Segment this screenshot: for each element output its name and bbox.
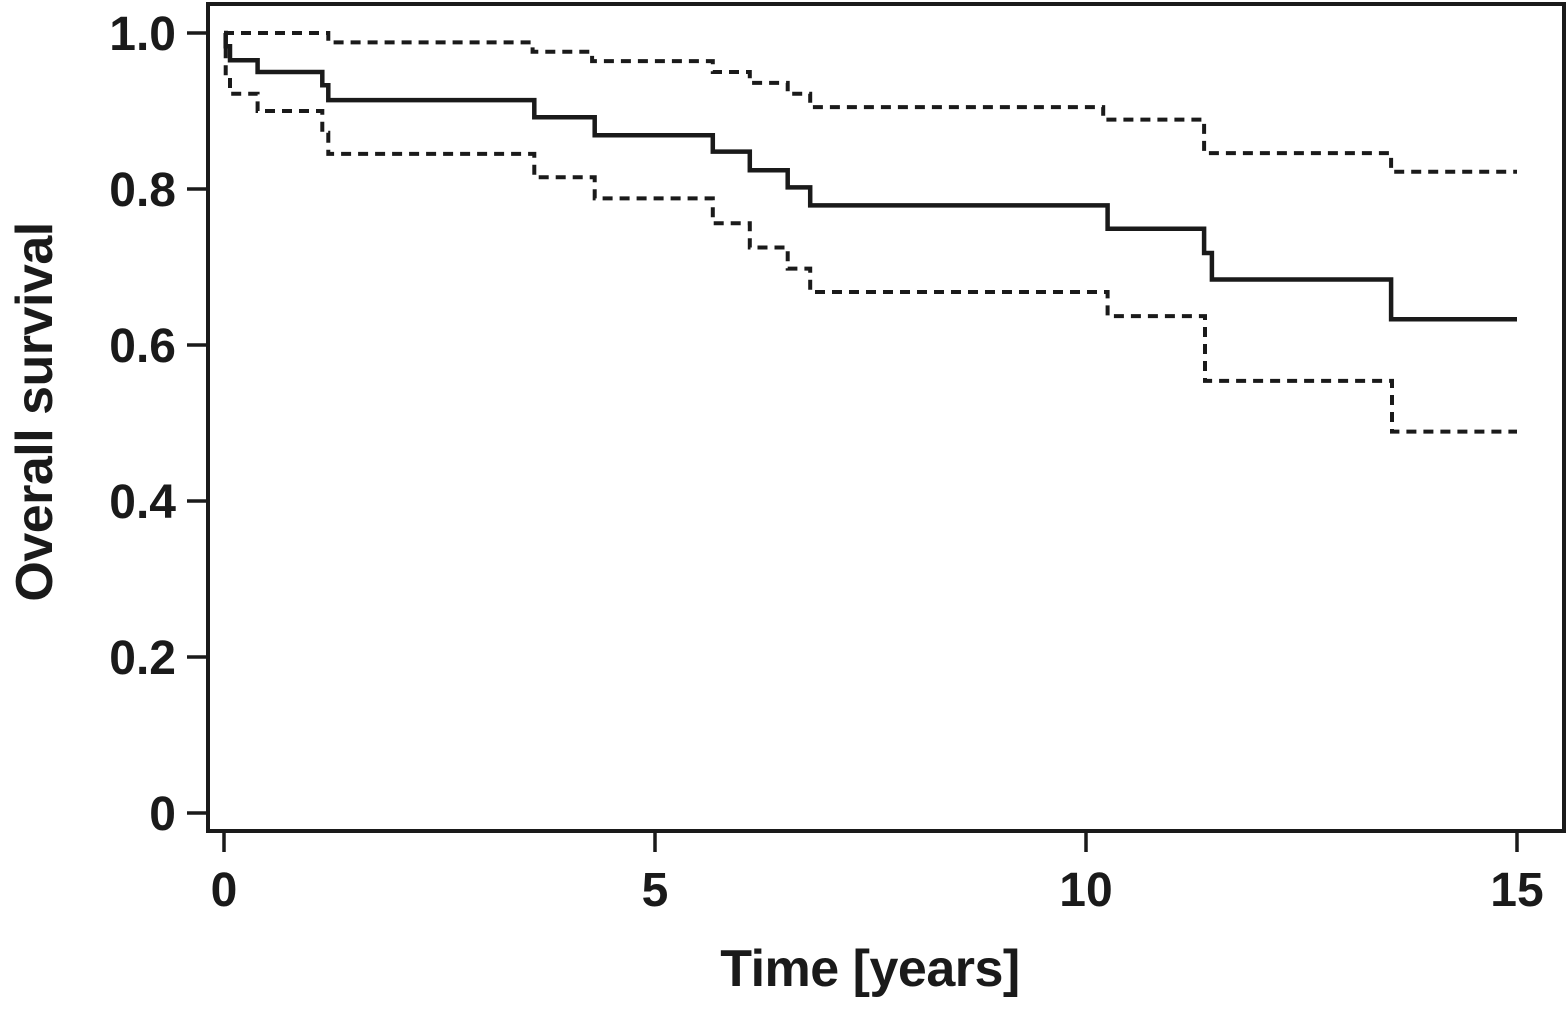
confidence-band-upper-curve [224, 31, 1517, 174]
y-axis-title: Overall survival [6, 222, 64, 601]
y-tick-label: 0 [149, 788, 176, 841]
x-tick-label: 10 [1059, 864, 1112, 917]
x-axis-title: Time [years] [720, 940, 1019, 998]
x-tick-label: 5 [642, 864, 669, 917]
y-tick-label: 0.4 [109, 476, 176, 529]
y-tick-label: 0.6 [109, 320, 176, 373]
y-tick-label: 0.8 [109, 164, 176, 217]
x-tick-label: 0 [211, 864, 238, 917]
overall-survival-estimate-curve [223, 30, 1517, 322]
x-tick-label: 15 [1490, 864, 1543, 917]
plot-frame [206, 2, 1566, 833]
confidence-band-lower-curve [223, 31, 1517, 434]
y-tick-label: 0.2 [109, 632, 176, 685]
y-tick-label: 1.0 [109, 8, 176, 61]
plot-area: 0 0.2 0.4 0.6 0.8 1.0 0 5 10 15 [109, 2, 1566, 917]
